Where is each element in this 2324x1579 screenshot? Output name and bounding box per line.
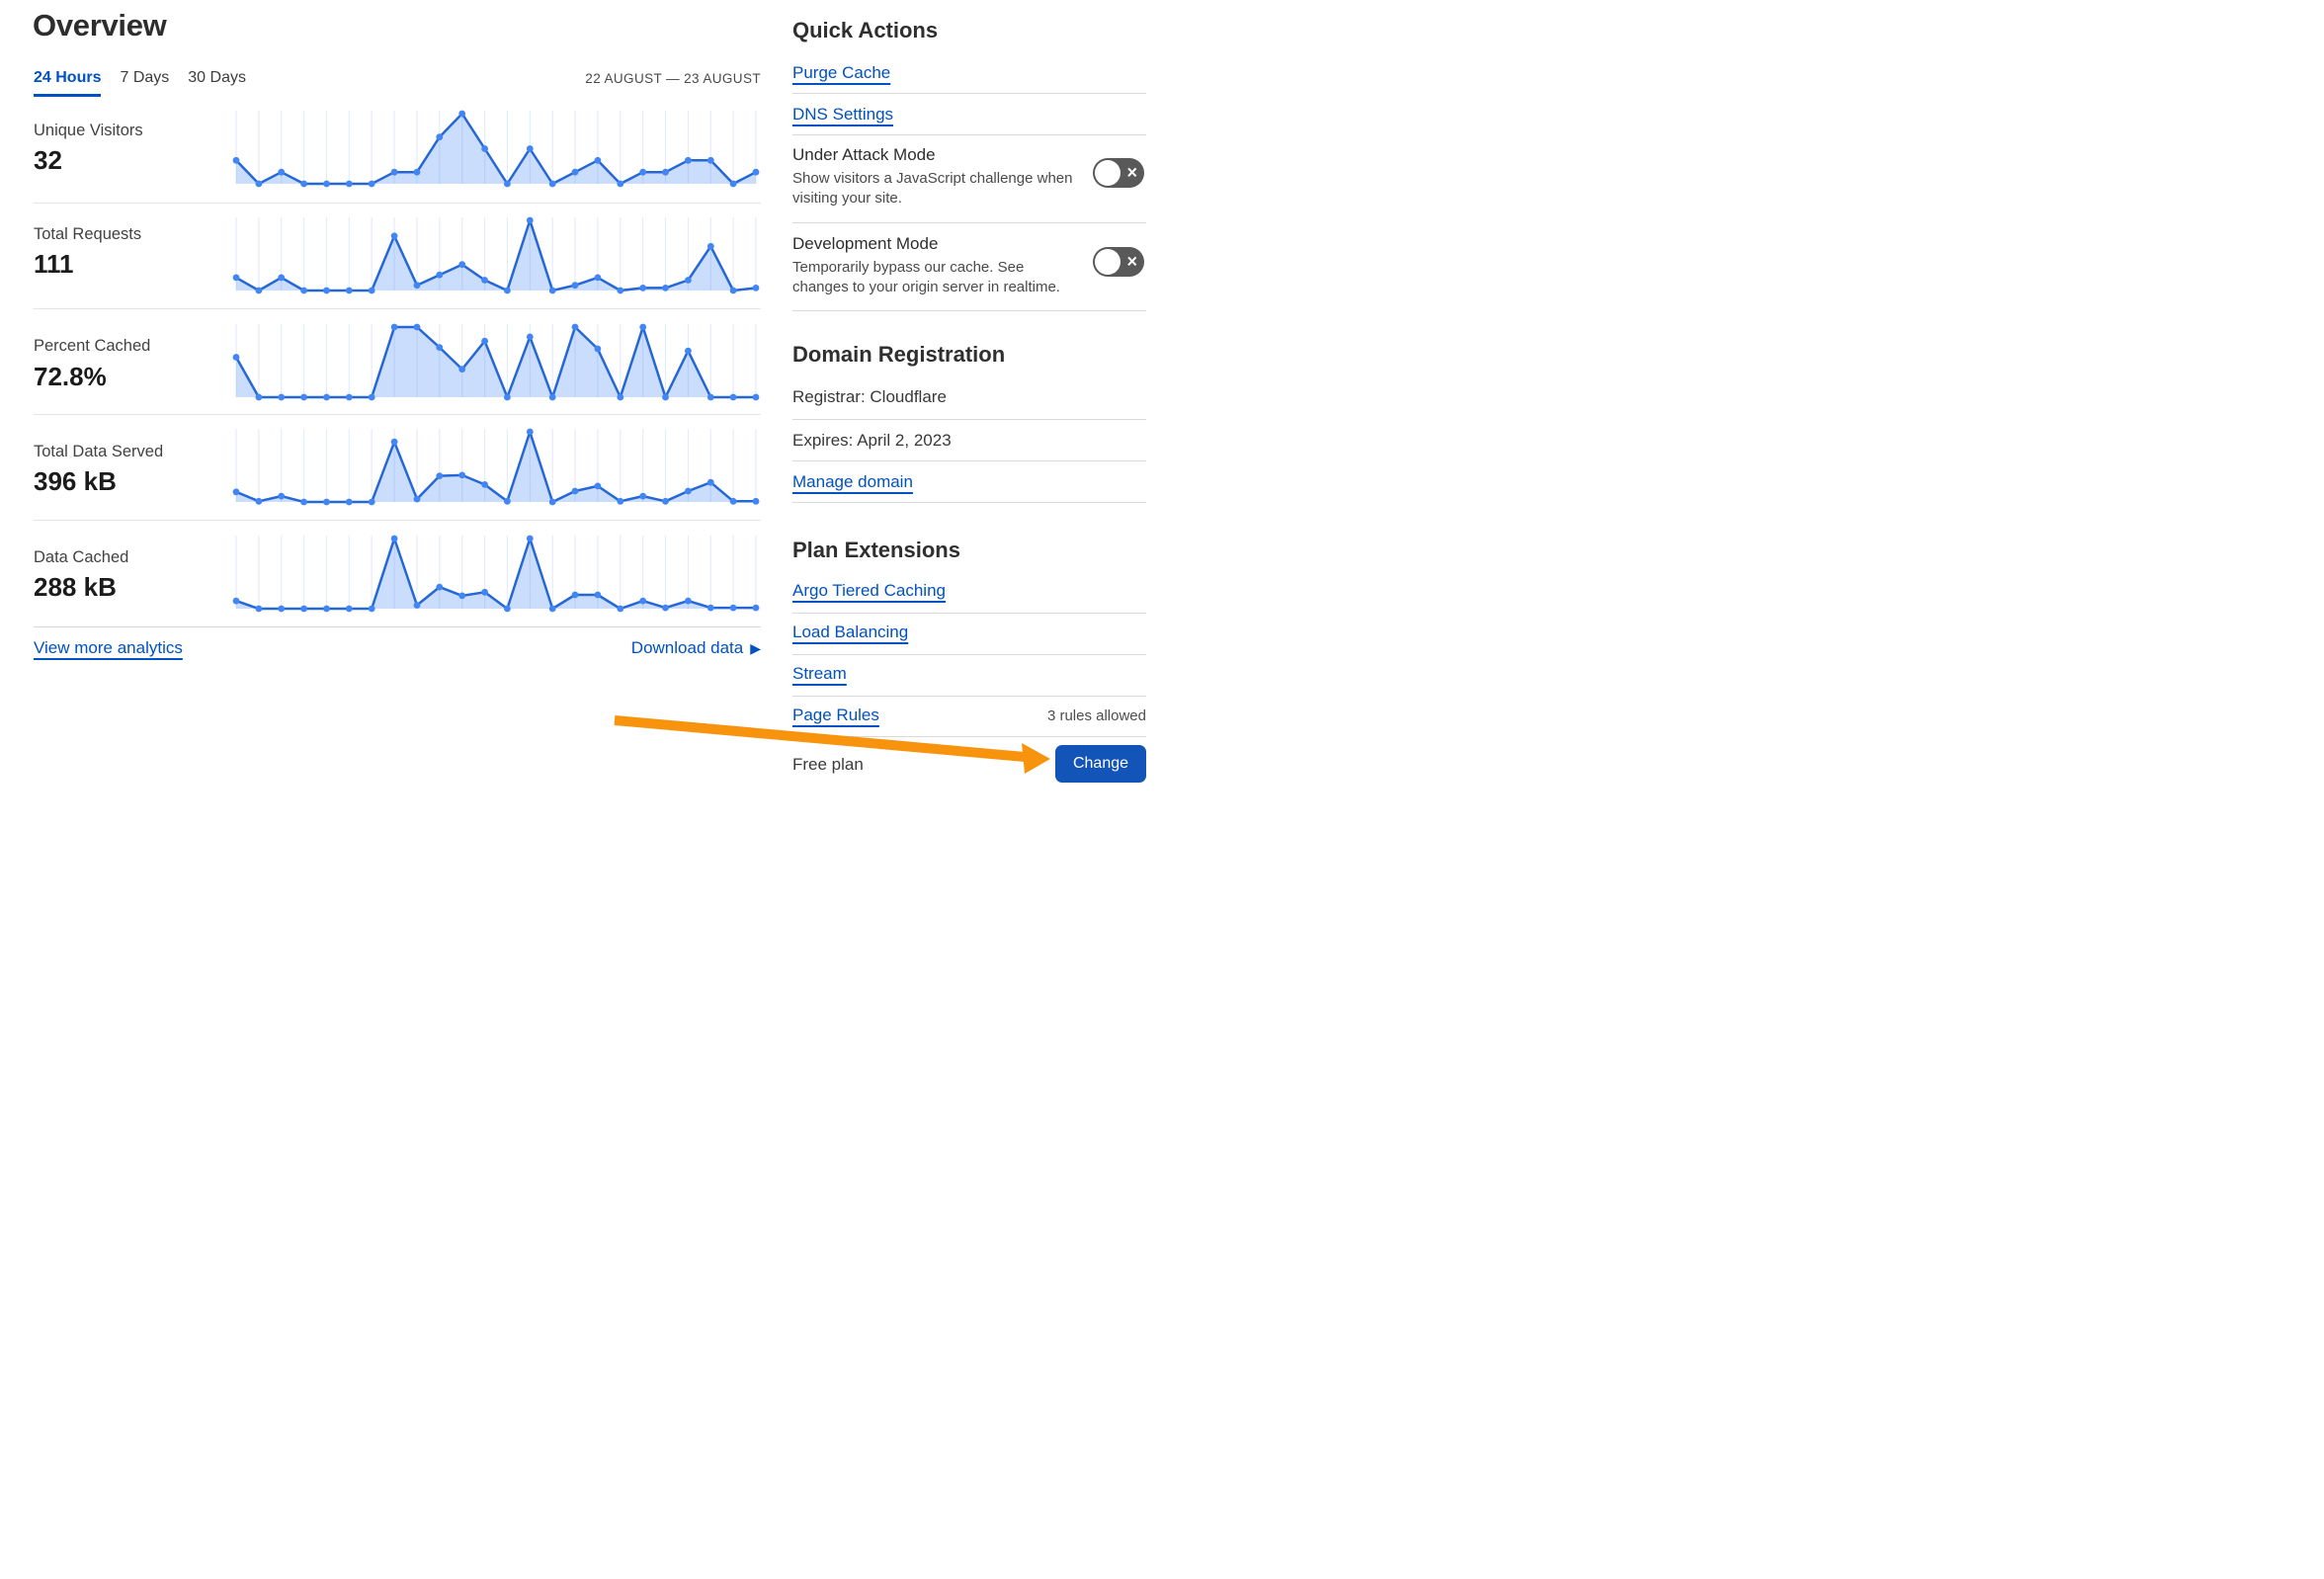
divider xyxy=(792,736,1146,737)
argo-tiered-caching-link[interactable]: Argo Tiered Caching xyxy=(792,581,946,600)
sparkline-chart-unique-visitors xyxy=(232,110,760,188)
download-data-label: Download data xyxy=(630,638,744,657)
tab-7-days[interactable]: 7 Days xyxy=(120,69,170,86)
date-range-label: 22 AUGUST — 23 AUGUST xyxy=(585,71,761,86)
quick-actions-heading: Quick Actions xyxy=(792,18,939,42)
stream-link[interactable]: Stream xyxy=(792,664,847,683)
page-rules-allowance: 3 rules allowed xyxy=(1046,707,1146,724)
metric-label-total-data-served: Total Data Served xyxy=(34,443,164,460)
toggle-off-x-icon: × xyxy=(1126,162,1137,183)
divider xyxy=(792,222,1146,223)
metric-label-data-cached: Data Cached xyxy=(34,548,129,566)
development-mode-description: Temporarily bypass our cache. See change… xyxy=(792,259,1060,295)
load-balancing-link[interactable]: Load Balancing xyxy=(792,623,909,641)
dns-settings-link[interactable]: DNS Settings xyxy=(792,105,894,124)
metric-label-percent-cached: Percent Cached xyxy=(34,337,151,355)
divider xyxy=(792,93,1146,94)
divider xyxy=(792,613,1146,614)
metric-value-data-cached: 288 kB xyxy=(34,572,117,602)
divider xyxy=(34,520,761,521)
page-rules-link[interactable]: Page Rules xyxy=(792,706,879,724)
divider xyxy=(792,654,1146,655)
divider xyxy=(792,460,1146,461)
development-mode-title: Development Mode xyxy=(792,234,939,253)
sparkline-chart-percent-cached xyxy=(232,323,760,401)
manage-domain-link[interactable]: Manage domain xyxy=(792,472,913,491)
cloudflare-overview-page: Overview 24 Hours 7 Days 30 Days 22 AUGU… xyxy=(0,0,1162,790)
current-plan-label: Free plan xyxy=(792,755,864,774)
toggle-knob xyxy=(1095,249,1120,275)
plan-extensions-heading: Plan Extensions xyxy=(792,538,960,562)
change-plan-button[interactable]: Change xyxy=(1055,745,1146,783)
page-title: Overview xyxy=(33,8,167,42)
divider xyxy=(792,310,1146,311)
registrar-text: Registrar: Cloudflare xyxy=(792,387,947,406)
divider xyxy=(34,203,761,204)
metric-value-percent-cached: 72.8% xyxy=(34,362,107,391)
download-caret-icon: ▶ xyxy=(750,639,761,656)
view-more-analytics-link[interactable]: View more analytics xyxy=(34,638,183,657)
toggle-knob xyxy=(1095,160,1120,186)
divider xyxy=(34,626,761,627)
metric-value-total-data-served: 396 kB xyxy=(34,466,117,496)
tab-24-hours[interactable]: 24 Hours xyxy=(34,69,102,97)
sidebar: Quick Actions Purge Cache DNS Settings U… xyxy=(792,0,1146,790)
development-mode-toggle[interactable]: × xyxy=(1093,247,1144,277)
sparkline-chart-total-requests xyxy=(232,216,760,294)
divider xyxy=(792,696,1146,697)
domain-registration-heading: Domain Registration xyxy=(792,342,1006,367)
metric-value-unique-visitors: 32 xyxy=(34,145,62,175)
metric-label-total-requests: Total Requests xyxy=(34,225,142,243)
metric-label-unique-visitors: Unique Visitors xyxy=(34,122,143,139)
expires-text: Expires: April 2, 2023 xyxy=(792,431,952,450)
time-range-tabs: 24 Hours 7 Days 30 Days xyxy=(34,69,246,97)
under-attack-mode-toggle[interactable]: × xyxy=(1093,158,1144,188)
divider xyxy=(34,308,761,309)
under-attack-mode-description: Show visitors a JavaScript challenge whe… xyxy=(792,170,1073,207)
divider xyxy=(34,414,761,415)
divider xyxy=(792,419,1146,420)
toggle-off-x-icon: × xyxy=(1126,251,1137,272)
download-data-link[interactable]: Download data ▶ xyxy=(631,638,761,658)
purge-cache-link[interactable]: Purge Cache xyxy=(792,63,891,82)
sparkline-chart-data-cached xyxy=(232,535,760,613)
under-attack-mode-title: Under Attack Mode xyxy=(792,145,936,164)
metric-value-total-requests: 111 xyxy=(34,249,74,279)
divider xyxy=(792,502,1146,503)
sparkline-chart-total-data-served xyxy=(232,428,760,506)
divider xyxy=(792,134,1146,135)
tab-30-days[interactable]: 30 Days xyxy=(188,69,246,86)
